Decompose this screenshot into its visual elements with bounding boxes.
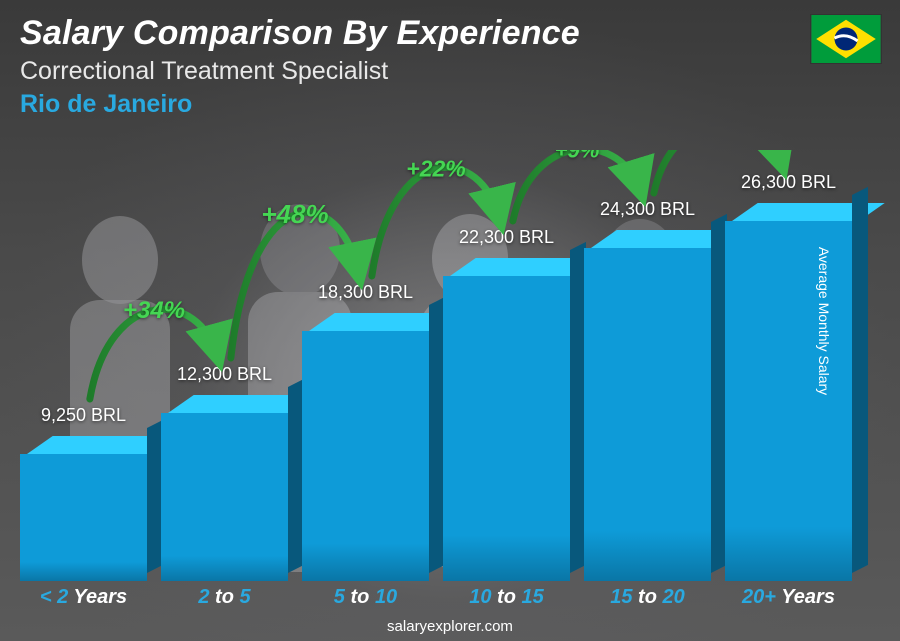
bars-container: 9,250 BRL 12,300 BRL 18,300 BRL 22,300 BRL 2… [20, 150, 852, 581]
bar-value-label: 12,300 BRL [177, 364, 272, 385]
bar [584, 230, 711, 581]
bar-value-label: 24,300 BRL [600, 199, 695, 220]
bar [302, 313, 429, 581]
bar-slot: 18,300 BRL [302, 150, 429, 581]
bar [443, 258, 570, 581]
brazil-flag-icon [810, 14, 882, 64]
bar-front-face [302, 331, 429, 581]
x-axis-category: 15 to 20 [584, 586, 711, 609]
bar-front-face [725, 221, 852, 581]
bar-slot: 22,300 BRL [443, 150, 570, 581]
bar [725, 203, 852, 581]
chart-title: Salary Comparison By Experience [20, 14, 580, 53]
bar-value-label: 26,300 BRL [741, 172, 836, 193]
bar-front-face [584, 248, 711, 581]
x-axis-category: < 2 Years [20, 586, 147, 609]
bar-value-label: 22,300 BRL [459, 227, 554, 248]
bar-front-face [20, 454, 147, 581]
y-axis-label: Average Monthly Salary [816, 246, 832, 394]
bar-slot: 9,250 BRL [20, 150, 147, 581]
bar-slot: 24,300 BRL [584, 150, 711, 581]
bar-slot: 12,300 BRL [161, 150, 288, 581]
bar [20, 436, 147, 581]
bar-front-face [161, 413, 288, 581]
bar-slot: 26,300 BRL [725, 150, 852, 581]
chart-subtitle: Correctional Treatment Specialist [20, 57, 580, 86]
x-axis-category: 5 to 10 [302, 586, 429, 609]
chart-location: Rio de Janeiro [20, 90, 580, 119]
chart-area: 9,250 BRL 12,300 BRL 18,300 BRL 22,300 BRL 2… [20, 150, 852, 581]
chart-header: Salary Comparison By Experience Correcti… [20, 14, 580, 119]
x-axis-category: 10 to 15 [443, 586, 570, 609]
x-axis-category: 20+ Years [725, 586, 852, 609]
bar-front-face [443, 276, 570, 581]
x-axis-category: 2 to 5 [161, 586, 288, 609]
bar-value-label: 9,250 BRL [41, 405, 126, 426]
bar [161, 395, 288, 581]
bar-side-face [852, 187, 868, 573]
bar-value-label: 18,300 BRL [318, 282, 413, 303]
x-axis-labels: < 2 Years 2 to 5 5 to 10 10 to 15 15 to 20 20… [20, 586, 852, 609]
footer-attribution: salaryexplorer.com [0, 618, 900, 635]
